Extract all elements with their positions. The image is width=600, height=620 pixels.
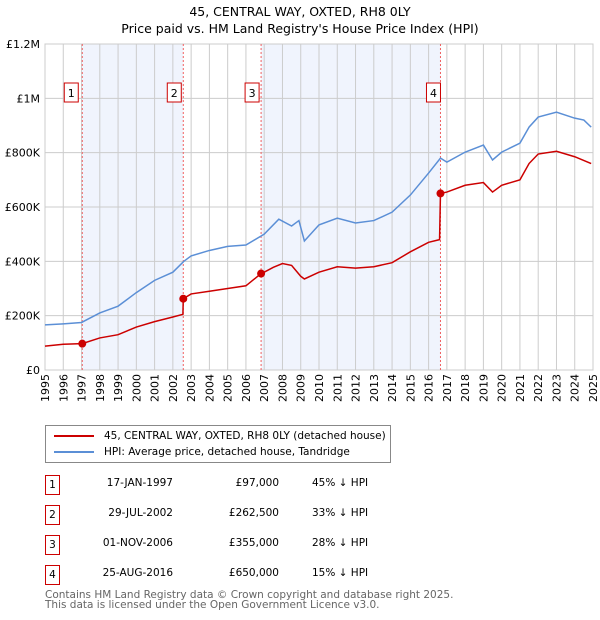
- y-tick-label: £200K: [5, 310, 41, 323]
- x-tick-label: 2017: [441, 374, 454, 402]
- legend: 45, CENTRAL WAY, OXTED, RH8 0LY (detache…: [45, 425, 391, 463]
- x-tick-label: 2018: [459, 374, 472, 402]
- sale-price: £262,500: [228, 507, 279, 519]
- footer-line: This data is licensed under the Open Gov…: [45, 599, 380, 611]
- table-row: 3 01-NOV-2006 £355,000 28% ↓ HPI: [45, 535, 445, 555]
- price-chart: 1995 1996 1997 1998 1999 2000 2001 2002 2003 2004…: [5, 38, 600, 402]
- x-tick-label: 1996: [57, 374, 70, 402]
- x-tick-label: 2024: [569, 374, 582, 402]
- x-tick-label: 2013: [368, 374, 381, 402]
- x-tick-label: 2025: [587, 374, 600, 402]
- sale-number-label: 2: [171, 87, 178, 100]
- x-tick-label: 2006: [240, 374, 253, 402]
- y-tick-label: £0: [26, 364, 40, 377]
- plot-border: [44, 43, 594, 371]
- x-tick-label: 2009: [295, 374, 308, 402]
- x-tick-label: 2007: [258, 374, 271, 402]
- x-tick-label: 2020: [496, 374, 509, 402]
- chart-title: 45, CENTRAL WAY, OXTED, RH8 0LY Price pai…: [0, 3, 600, 37]
- sale-date: 29-JUL-2002: [108, 507, 173, 519]
- x-tick-label: 1997: [76, 374, 89, 402]
- footer-line: Contains HM Land Registry data © Crown c…: [45, 589, 454, 601]
- x-tick-label: 2000: [130, 374, 143, 402]
- x-tick-label: 2005: [222, 374, 235, 402]
- table-row: 2 29-JUL-2002 £262,500 33% ↓ HPI: [45, 505, 445, 525]
- x-tick-label: 2011: [331, 374, 344, 402]
- sale-date: 01-NOV-2006: [102, 537, 173, 549]
- sale-number-label: 4: [430, 87, 437, 100]
- sale-point: [257, 269, 266, 278]
- sale-hpi-diff: 45% ↓ HPI: [312, 477, 369, 489]
- sale-number-label: 3: [249, 87, 256, 100]
- sale-point: [179, 294, 188, 303]
- x-tick-label: 2022: [532, 374, 545, 402]
- sale-number: 3: [45, 535, 60, 555]
- sale-number-label: 1: [68, 87, 75, 100]
- sale-price: £650,000: [228, 567, 279, 579]
- y-tick-label: £600K: [5, 201, 41, 214]
- sale-hpi-diff: 15% ↓ HPI: [312, 567, 369, 579]
- sale-number: 4: [45, 565, 60, 585]
- sale-number-box: [166, 82, 182, 103]
- title-line: 45, CENTRAL WAY, OXTED, RH8 0LY: [189, 4, 411, 19]
- x-tick-label: 2004: [203, 374, 216, 402]
- x-tick-label: 2010: [313, 374, 326, 402]
- sale-date: 17-JAN-1997: [106, 477, 173, 489]
- x-tick-label: 2008: [276, 374, 289, 402]
- sale-point: [436, 189, 445, 198]
- x-tick-label: 2021: [514, 374, 527, 402]
- x-tick-label: 1995: [39, 374, 52, 402]
- series-line: [44, 111, 592, 326]
- subtitle-line: Price paid vs. HM Land Registry's House …: [121, 21, 479, 36]
- x-tick-label: 2002: [167, 374, 180, 402]
- series-line: [44, 150, 592, 347]
- x-tick-label: 2019: [477, 374, 490, 402]
- sale-number-box: [244, 82, 260, 103]
- y-tick-label: £800K: [5, 147, 41, 160]
- sale-hpi-diff: 33% ↓ HPI: [312, 507, 369, 519]
- x-tick-label: 2003: [185, 374, 198, 402]
- x-tick-label: 1998: [94, 374, 107, 402]
- sale-number: 1: [45, 475, 60, 495]
- sale-hpi-diff: 28% ↓ HPI: [312, 537, 369, 549]
- x-tick-label: 2001: [149, 374, 162, 402]
- sale-number-box: [425, 82, 441, 103]
- sale-number: 2: [45, 505, 60, 525]
- y-tick-label: £400K: [5, 255, 41, 268]
- footer: Contains HM Land Registry data © Crown c…: [45, 589, 454, 611]
- x-tick-label: 2023: [550, 374, 563, 402]
- x-tick-label: 2014: [386, 374, 399, 402]
- legend-swatch-red: [54, 435, 94, 437]
- legend-label: 45, CENTRAL WAY, OXTED, RH8 0LY (detache…: [104, 430, 386, 442]
- y-tick-label: £1M: [17, 92, 41, 105]
- sale-number-box: [63, 82, 79, 103]
- sale-point: [78, 339, 87, 348]
- legend-item-property: 45, CENTRAL WAY, OXTED, RH8 0LY (detache…: [54, 430, 386, 442]
- legend-swatch-blue: [54, 451, 94, 453]
- x-tick-label: 2015: [404, 374, 417, 402]
- table-row: 1 17-JAN-1997 £97,000 45% ↓ HPI: [45, 475, 445, 495]
- x-tick-label: 2016: [423, 374, 436, 402]
- x-tick-label: 2012: [350, 374, 363, 402]
- sale-date: 25-AUG-2016: [102, 567, 173, 579]
- y-tick-label: £1.2M: [6, 38, 40, 51]
- x-tick-label: 1999: [112, 374, 125, 402]
- legend-label: HPI: Average price, detached house, Tand…: [104, 446, 350, 458]
- table-row: 4 25-AUG-2016 £650,000 15% ↓ HPI: [45, 565, 445, 585]
- legend-item-hpi: HPI: Average price, detached house, Tand…: [54, 446, 350, 458]
- sale-price: £97,000: [235, 477, 279, 489]
- sale-price: £355,000: [228, 537, 279, 549]
